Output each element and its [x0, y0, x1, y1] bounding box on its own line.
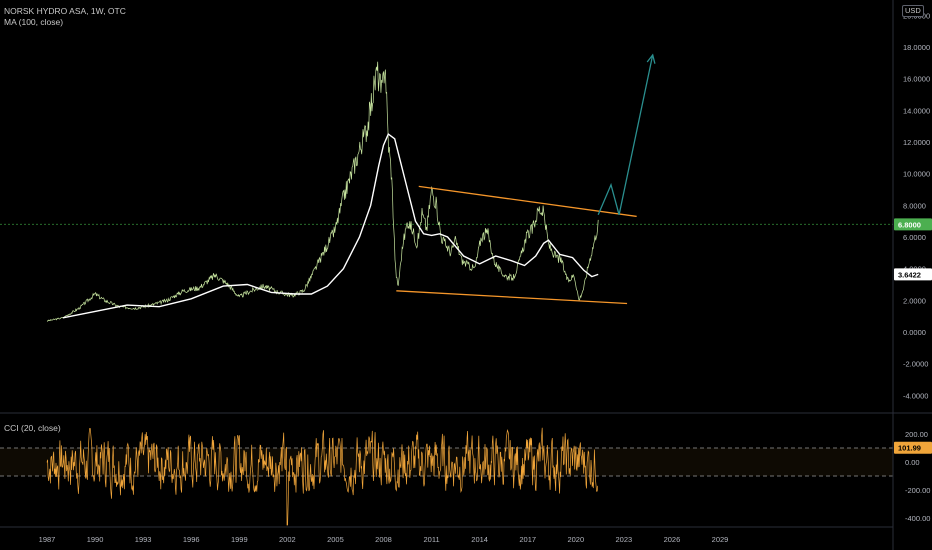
time-tick-label: 1999	[231, 535, 248, 544]
ma-value-label: 3.6422	[894, 268, 932, 281]
projection-arrow-line	[597, 54, 654, 216]
time-tick-label: 1996	[183, 535, 200, 544]
time-tick-label: 2008	[375, 535, 392, 544]
ma-value-label-text: 3.6422	[898, 270, 921, 279]
cci-tick-label: -400.00	[905, 514, 930, 523]
current-price-label-bg	[894, 218, 932, 231]
time-tick-label: 2029	[712, 535, 729, 544]
ma-value-label-bg	[894, 268, 932, 281]
cci-axis[interactable]: 200.00 0.00 -200.00 -400.00 101.99	[894, 430, 932, 523]
time-tick-label: 2014	[471, 535, 488, 544]
time-tick-label: 2020	[567, 535, 584, 544]
time-tick-label: 2002	[279, 535, 296, 544]
price-tick-label: 2.0000	[903, 296, 926, 305]
price-tick-label: 12.0000	[903, 138, 930, 147]
cci-tick-label: -200.00	[905, 486, 930, 495]
time-tick-label: 2017	[519, 535, 536, 544]
price-tick-label: 6.0000	[903, 233, 926, 242]
projection-arrow-head	[646, 53, 656, 64]
symbol-legend[interactable]: NORSK HYDRO ASA, 1W, OTC	[4, 6, 126, 16]
current-price-label-text: 6.8000	[898, 220, 921, 229]
time-axis[interactable]: 1987 1990 1993 1996 1999 2002 2005 2008 2011 2014…	[0, 526, 893, 544]
price-tick-label: 0.0000	[903, 328, 926, 337]
ma-legend[interactable]: MA (100, close)	[4, 17, 64, 27]
price-tick-label: 8.0000	[903, 201, 926, 210]
time-tick-label: 1993	[135, 535, 152, 544]
current-price-label: 6.8000	[894, 218, 932, 231]
cci-tick-label: 200.00	[905, 430, 928, 439]
price-tick-label: -4.0000	[903, 391, 928, 400]
price-tick-label: -2.0000	[903, 360, 928, 369]
time-tick-label: 2005	[327, 535, 344, 544]
time-tick-label: 2026	[664, 535, 681, 544]
cci-value-label-bg	[894, 441, 932, 454]
cci-value-label-text: 101.99	[898, 444, 921, 453]
price-pane[interactable]	[0, 53, 893, 322]
cci-line	[46, 427, 599, 526]
time-tick-label: 2011	[424, 535, 440, 544]
price-tick-label: 18.0000	[903, 43, 930, 52]
currency-badge[interactable]: USD	[902, 5, 924, 17]
time-tick-label: 1990	[87, 535, 104, 544]
price-tick-label: 14.0000	[903, 106, 930, 115]
ma-line	[62, 133, 599, 319]
price-tick-label: 10.0000	[903, 170, 930, 179]
price-tick-label: 16.0000	[903, 75, 930, 84]
time-tick-label: 2023	[616, 535, 633, 544]
cci-tick-label: 0.00	[905, 458, 920, 467]
channel-lower-line	[396, 290, 628, 305]
time-tick-label: 1987	[39, 535, 56, 544]
cci-value-label: 101.99	[894, 441, 932, 454]
cci-pane[interactable]	[0, 412, 932, 526]
price-axis[interactable]: 20.000018.000016.000014.000012.000010.00…	[892, 0, 932, 550]
cci-legend[interactable]: CCI (20, close)	[4, 423, 61, 433]
price-series-line	[46, 61, 599, 322]
